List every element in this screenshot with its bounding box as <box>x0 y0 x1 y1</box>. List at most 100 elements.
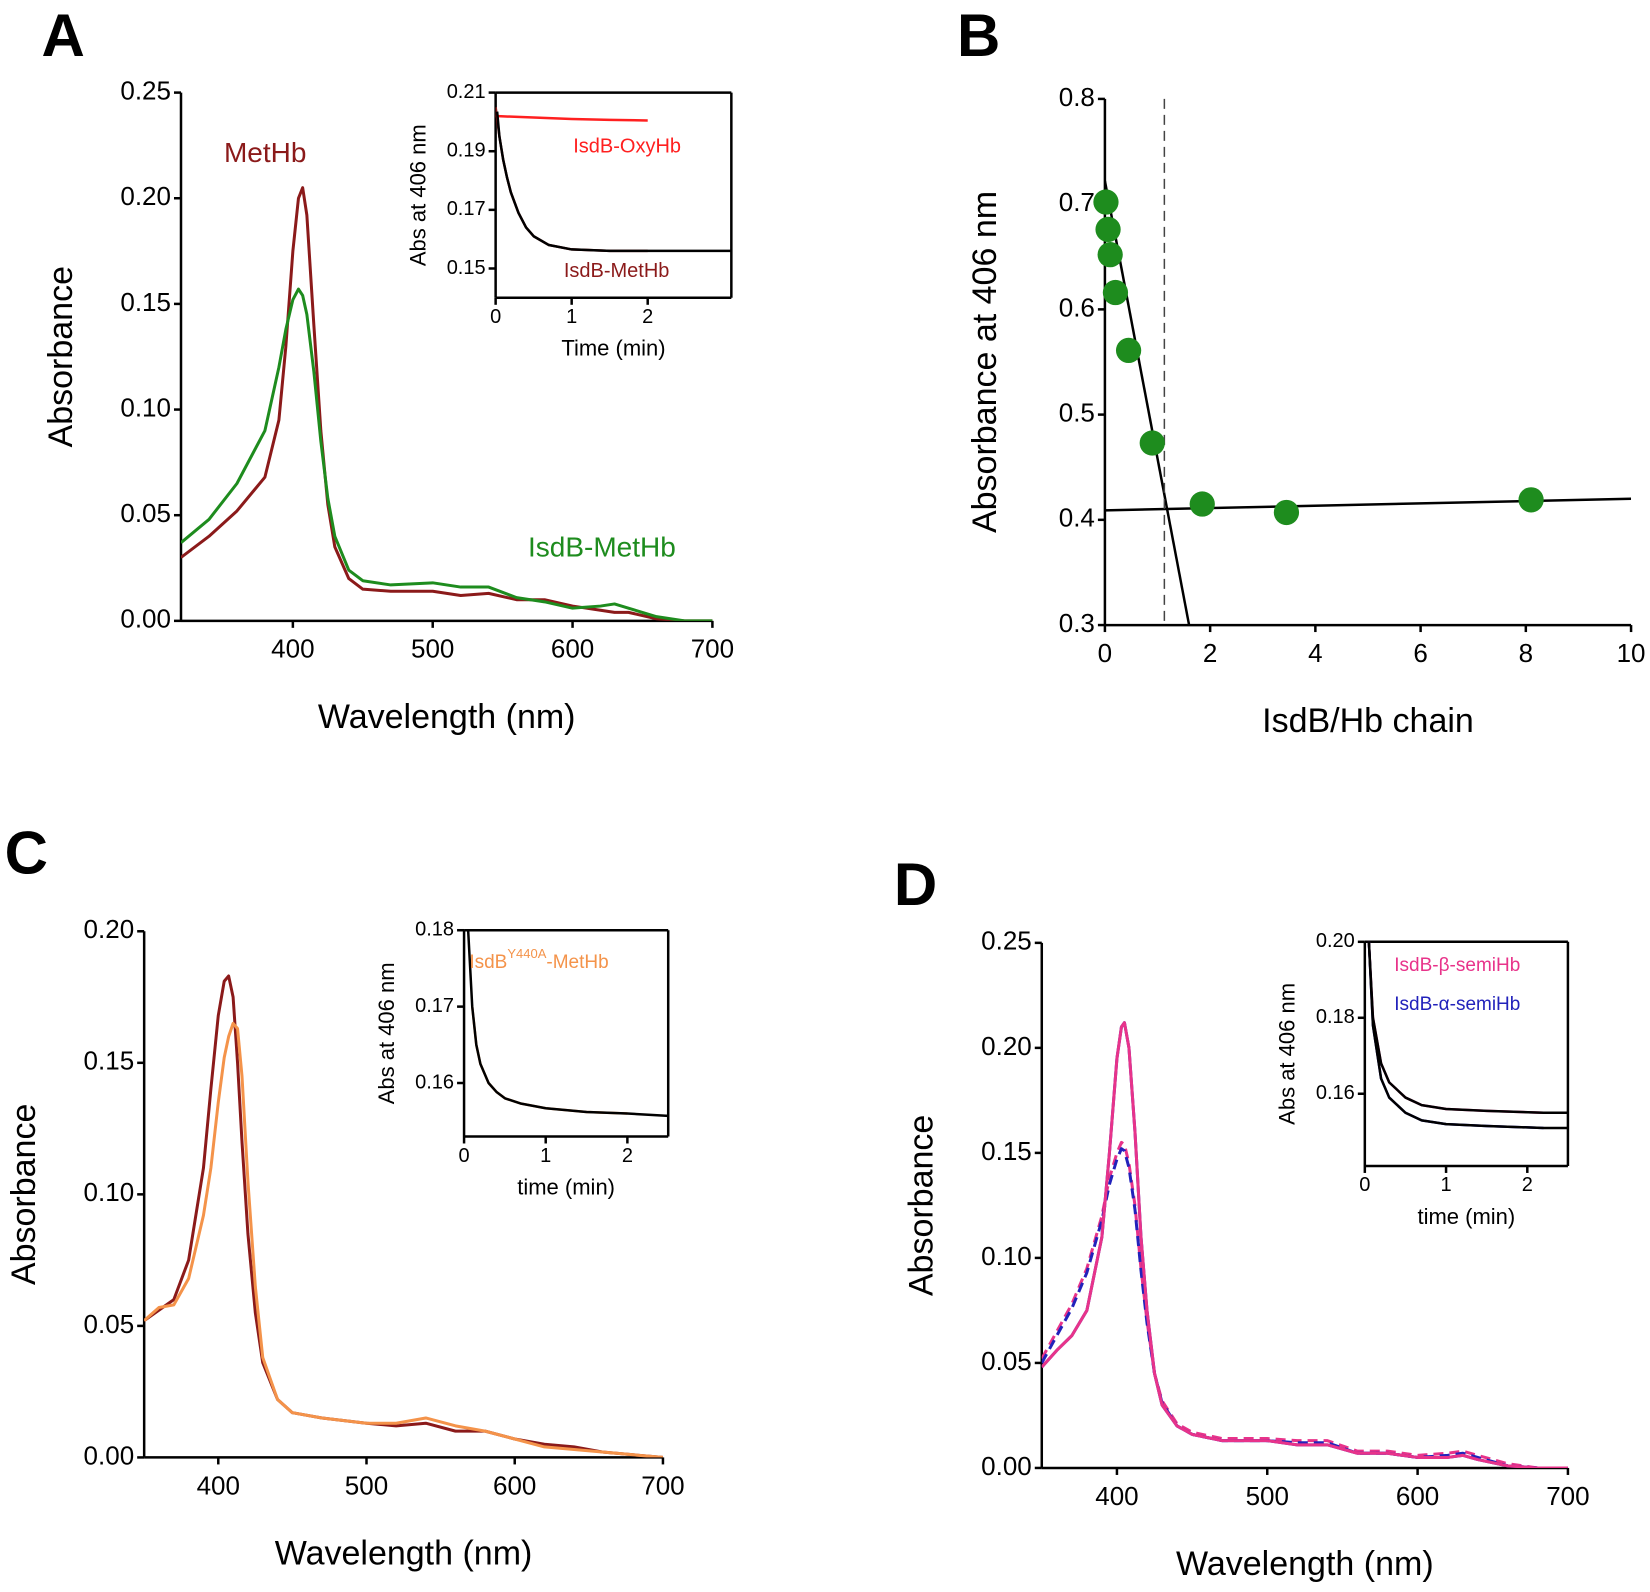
data-point <box>1189 491 1215 517</box>
x-axis-title: Time (min) <box>561 336 665 361</box>
series-label: IsdB-MetHb <box>564 260 670 282</box>
x-tick-label: 2 <box>1203 638 1217 668</box>
y-tick-label: 0.05 <box>120 498 171 528</box>
series-line <box>180 186 713 621</box>
panel-label: B <box>957 2 1000 69</box>
y-tick-label: 0.00 <box>84 1440 135 1470</box>
x-tick-label: 700 <box>1546 1481 1589 1511</box>
x-tick-label: 600 <box>493 1470 536 1500</box>
y-tick-label: 0.15 <box>981 1136 1032 1166</box>
x-tick-label: 0 <box>490 306 501 328</box>
data-point <box>1273 499 1300 526</box>
y-axis-title: Abs at 406 nm <box>405 124 430 266</box>
y-tick-label: 0.00 <box>981 1451 1032 1481</box>
y-tick-label: 0.05 <box>84 1309 135 1339</box>
y-tick-label: 0.3 <box>1059 608 1095 638</box>
x-tick-label: 2 <box>1522 1174 1533 1196</box>
annotation-suffix: -MetHb <box>546 952 608 973</box>
y-axis-title: Absorbance <box>903 1115 941 1296</box>
y-tick-label: 0.7 <box>1059 187 1095 217</box>
data-point <box>1095 216 1121 243</box>
y-axis-title: Abs at 406 nm <box>374 962 399 1104</box>
y-tick-label: 0.20 <box>120 181 171 211</box>
series-line <box>495 107 648 253</box>
x-tick-label: 8 <box>1519 638 1533 668</box>
y-tick-label: 0.10 <box>120 392 171 422</box>
x-tick-label: 500 <box>411 634 454 664</box>
y-tick-label: 0.10 <box>981 1241 1032 1271</box>
y-tick-label: 0.18 <box>1316 1006 1355 1028</box>
x-tick-label: 2 <box>642 306 653 328</box>
x-axis-title: IsdB/Hb chain <box>1262 702 1474 740</box>
y-axis-title: Absorbance <box>5 1104 43 1285</box>
y-tick-label: 0.15 <box>120 287 171 317</box>
data-point <box>1093 189 1119 215</box>
y-tick-label: 0.17 <box>415 995 454 1017</box>
x-tick-label: 1 <box>540 1145 551 1167</box>
y-tick-label: 0.10 <box>84 1177 135 1207</box>
y-tick-label: 0.05 <box>981 1346 1032 1376</box>
data-point <box>1097 242 1123 268</box>
x-tick-label: 1 <box>566 306 577 328</box>
series-line <box>495 114 648 122</box>
x-tick-label: 1 <box>1441 1174 1452 1196</box>
series-line <box>1367 941 1568 1115</box>
data-point <box>1139 430 1165 456</box>
series-label: IsdB-α-semiHb <box>1394 994 1520 1015</box>
data-point <box>1102 279 1129 306</box>
series-label: IsdB-OxyHb <box>573 136 681 158</box>
series-label: MetHb <box>224 137 306 168</box>
y-tick-label: 0.15 <box>447 257 486 279</box>
series-line <box>1041 1147 1568 1468</box>
annotation-text: IsdB <box>469 952 507 973</box>
series-line <box>144 1021 663 1458</box>
fit-line <box>1104 497 1632 512</box>
y-tick-label: 0.19 <box>447 140 486 162</box>
y-tick-label: 0.17 <box>447 198 486 220</box>
y-tick-label: 0.8 <box>1059 82 1095 112</box>
x-tick-label: 600 <box>551 634 594 664</box>
x-tick-label: 500 <box>345 1470 388 1500</box>
x-tick-label: 4 <box>1308 638 1322 668</box>
y-tick-label: 0.6 <box>1059 292 1095 322</box>
annotation: IsdBY440A-MetHb <box>469 946 608 973</box>
series-line <box>470 1006 628 1115</box>
panel-label: A <box>41 2 84 69</box>
panel-label: D <box>894 851 937 918</box>
y-tick-label: 0.00 <box>120 604 171 634</box>
panel-label: C <box>5 819 48 886</box>
annotation-superscript: Y440A <box>507 946 546 961</box>
y-axis-title: Absorbance <box>42 266 80 447</box>
series-line <box>180 287 713 621</box>
y-tick-label: 0.4 <box>1059 503 1095 533</box>
y-tick-label: 0.16 <box>1316 1082 1355 1104</box>
y-axis-title: Abs at 406 nm <box>1275 983 1300 1125</box>
series-line <box>1041 1021 1568 1468</box>
data-point <box>1115 337 1142 364</box>
data-point <box>1518 487 1544 513</box>
x-tick-label: 0 <box>1098 638 1112 668</box>
x-tick-label: 500 <box>1246 1481 1289 1511</box>
y-tick-label: 0.5 <box>1059 397 1095 427</box>
x-tick-label: 0 <box>1359 1174 1370 1196</box>
x-tick-label: 400 <box>271 634 314 664</box>
x-tick-label: 600 <box>1396 1481 1439 1511</box>
x-tick-label: 400 <box>197 1470 240 1500</box>
series-line <box>466 930 669 1118</box>
series-line <box>495 111 732 253</box>
y-tick-label: 0.20 <box>1316 930 1355 952</box>
y-tick-label: 0.25 <box>981 926 1032 956</box>
y-tick-label: 0.20 <box>84 914 135 944</box>
y-tick-label: 0.25 <box>120 75 171 105</box>
y-tick-label: 0.20 <box>981 1031 1032 1061</box>
series-label: IsdB-β-semiHb <box>1394 955 1520 976</box>
y-tick-label: 0.18 <box>415 919 454 941</box>
x-axis-title: time (min) <box>517 1174 615 1199</box>
x-tick-label: 700 <box>691 634 734 664</box>
x-tick-label: 700 <box>641 1470 684 1500</box>
x-tick-label: 10 <box>1617 638 1646 668</box>
x-axis-title: Wavelength (nm) <box>1176 1545 1434 1583</box>
series-line <box>1041 1140 1568 1468</box>
